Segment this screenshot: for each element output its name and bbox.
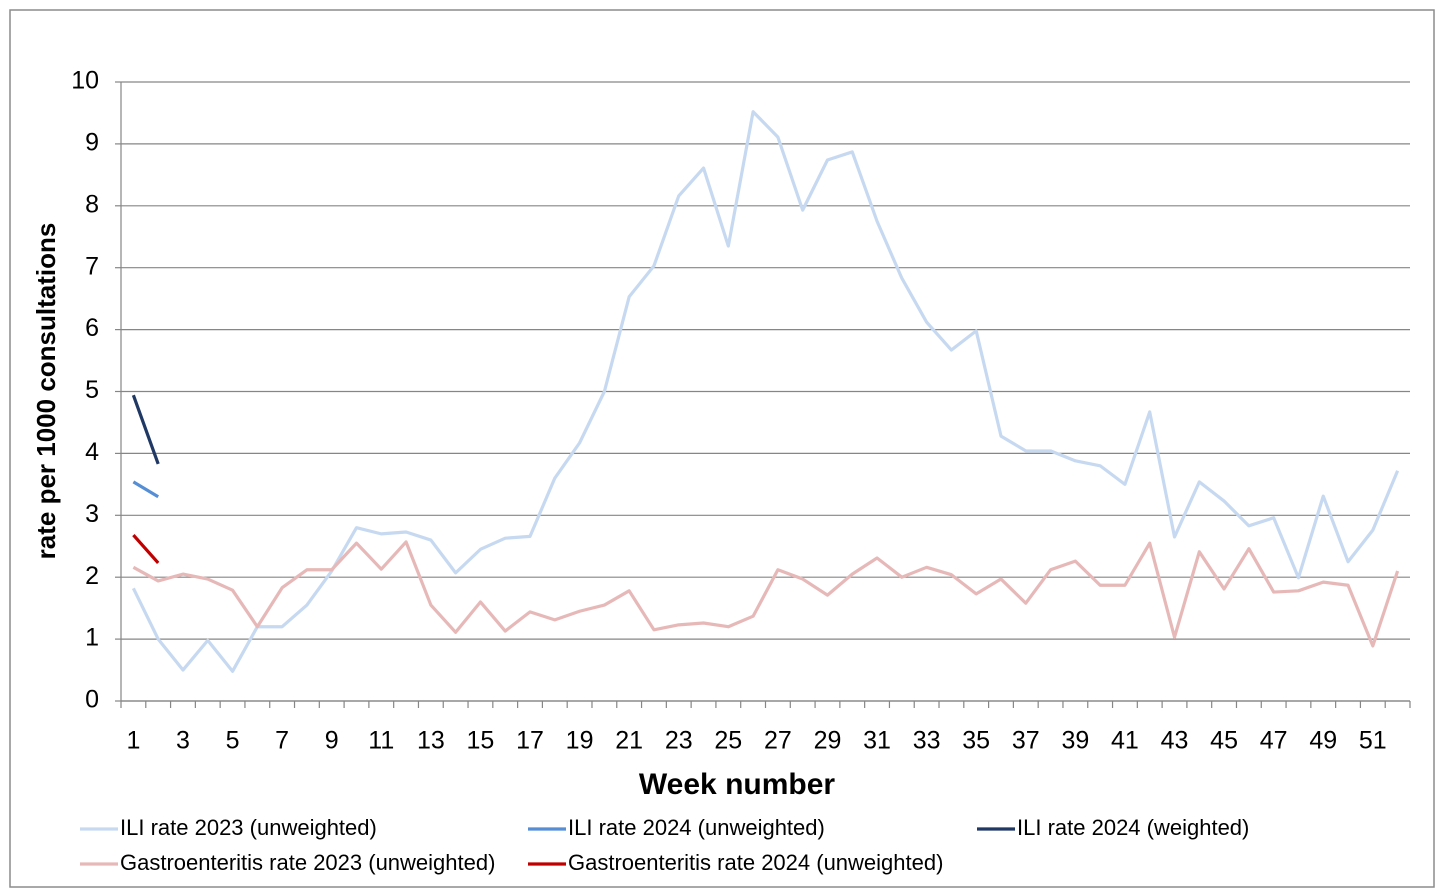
y-tick-label: 9 — [85, 129, 99, 157]
y-tick-label: 10 — [71, 67, 99, 95]
x-tick-label: 21 — [615, 727, 643, 755]
x-tick-label: 1 — [126, 727, 140, 755]
y-axis-title: rate per 1000 consultations — [31, 223, 61, 560]
x-tick-label: 17 — [516, 727, 544, 755]
y-tick-label: 8 — [85, 190, 99, 218]
x-tick-label: 15 — [467, 727, 495, 755]
y-tick-label: 5 — [85, 376, 99, 404]
series-line — [131, 394, 160, 465]
legend-label: ILI rate 2024 (weighted) — [1017, 815, 1249, 840]
x-tick-label: 27 — [764, 727, 792, 755]
x-tick-label: 3 — [176, 727, 190, 755]
x-tick-label: 35 — [962, 727, 990, 755]
x-tick-label: 47 — [1260, 727, 1288, 755]
x-tick-label: 25 — [714, 727, 742, 755]
x-axis-title: Week number — [639, 768, 835, 801]
y-tick-label: 1 — [85, 624, 99, 652]
series-line — [132, 540, 1400, 648]
legend-label: Gastroenteritis rate 2024 (unweighted) — [568, 850, 943, 875]
legend-label: ILI rate 2023 (unweighted) — [120, 815, 377, 840]
x-tick-label: 33 — [913, 727, 941, 755]
x-tick-label: 13 — [417, 727, 445, 755]
y-tick-label: 0 — [85, 686, 99, 714]
legend-label: ILI rate 2024 (unweighted) — [568, 815, 825, 840]
y-tick-label: 2 — [85, 562, 99, 590]
x-tick-label: 41 — [1111, 727, 1139, 755]
x-tick-label: 49 — [1309, 727, 1337, 755]
series-line — [132, 480, 160, 499]
y-tick-label: 3 — [85, 500, 99, 528]
x-tick-label: 37 — [1012, 727, 1040, 755]
x-tick-label: 45 — [1210, 727, 1238, 755]
legend-label: Gastroenteritis rate 2023 (unweighted) — [120, 850, 495, 875]
x-tick-label: 31 — [863, 727, 891, 755]
y-tick-label: 6 — [85, 314, 99, 342]
x-tick-label: 39 — [1061, 727, 1089, 755]
x-tick-label: 43 — [1161, 727, 1189, 755]
series-line — [131, 110, 1400, 673]
y-tick-label: 7 — [85, 252, 99, 280]
y-tick-label: 4 — [85, 438, 99, 466]
x-tick-label: 11 — [368, 727, 394, 755]
x-tick-label: 19 — [566, 727, 594, 755]
x-tick-label: 5 — [226, 727, 240, 755]
x-tick-label: 23 — [665, 727, 693, 755]
x-tick-label: 29 — [814, 727, 842, 755]
x-tick-label: 51 — [1359, 727, 1387, 755]
series-line — [132, 534, 160, 565]
chart-frame — [9, 9, 1435, 888]
x-tick-label: 7 — [275, 727, 289, 755]
x-tick-label: 9 — [325, 727, 339, 755]
